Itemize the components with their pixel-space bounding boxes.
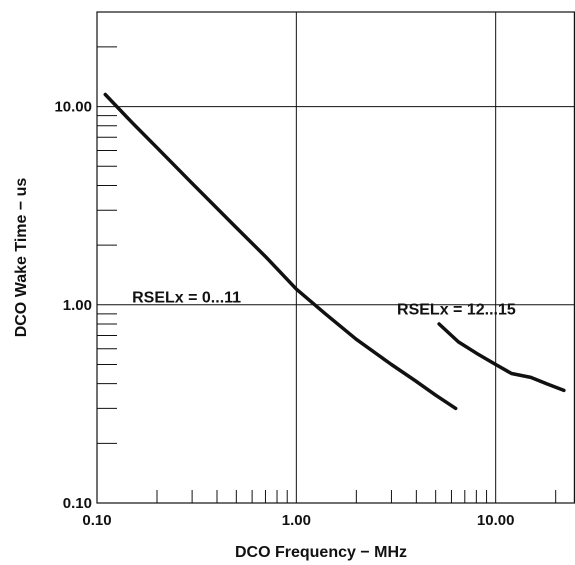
plot-frame xyxy=(97,12,574,503)
y-axis-label: DCO Wake Time − us xyxy=(13,178,30,338)
series-line-1 xyxy=(105,95,455,409)
annotation-2: RSELx = 12...15 xyxy=(397,301,516,318)
y-tick-label: 1.00 xyxy=(63,297,92,314)
x-tick-label: 0.10 xyxy=(82,512,111,529)
series-line-2 xyxy=(439,324,564,390)
grid-lines xyxy=(97,12,575,503)
y-tick-label: 10.00 xyxy=(54,99,92,116)
x-axis-label: DCO Frequency − MHz xyxy=(235,544,407,561)
x-tick-label: 10.00 xyxy=(477,512,515,529)
y-tick-label: 0.10 xyxy=(63,495,92,512)
series-lines xyxy=(105,95,564,409)
x-tick-label: 1.00 xyxy=(282,512,311,529)
minor-ticks xyxy=(97,12,556,503)
annotation-1: RSELx = 0...11 xyxy=(132,290,241,307)
